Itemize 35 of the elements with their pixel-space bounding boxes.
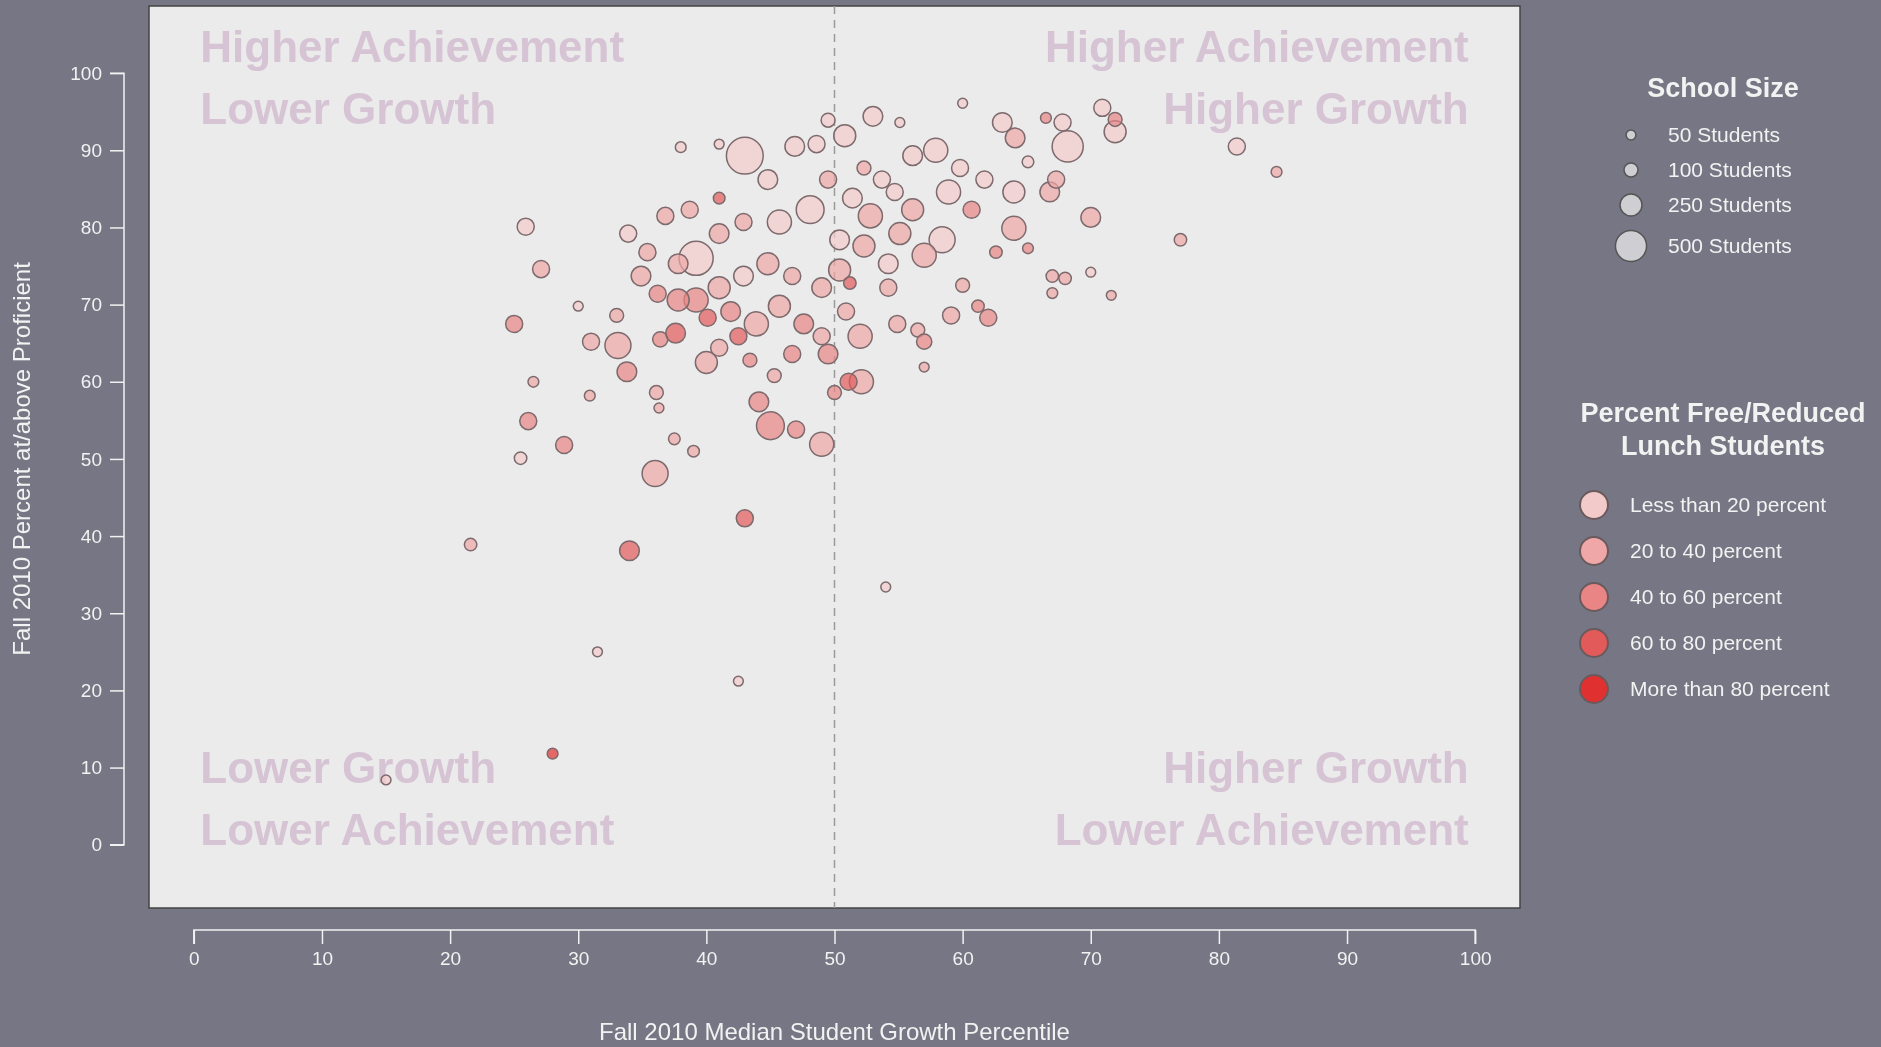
legend-label: 40 to 60 percent [1630,585,1782,608]
x-axis-title: Fall 2010 Median Student Growth Percentile [599,1018,1070,1045]
x-tick-label: 20 [440,948,462,970]
x-tick-label: 0 [189,948,200,970]
legend-label: 50 Students [1668,123,1781,146]
legend-label: 100 Students [1668,158,1792,181]
y-tick-label: 50 [80,448,102,470]
legend-label: 500 Students [1668,234,1792,257]
x-tick-label: 90 [1336,948,1359,970]
x-tick-label: 30 [568,948,590,970]
legend-label: 20 to 40 percent [1630,539,1782,562]
x-tick-label: 60 [952,948,974,970]
y-tick-label: 10 [80,757,102,779]
legend-label: 250 Students [1668,193,1792,216]
y-tick-label: 0 [91,834,102,856]
y-tick-label: 90 [80,139,102,161]
y-tick-label: 80 [80,217,102,239]
legend-title: Percent Free/Reduced Lunch Students [1580,398,1866,461]
text: School Size [1647,73,1799,103]
y-tick-label: 60 [80,371,102,393]
legend-label: 60 to 80 percent [1630,631,1782,654]
y-tick-label: 20 [80,679,102,701]
x-tick-label: 50 [824,948,846,970]
y-axis-title: Fall 2010 Percent at/above Proficient [8,261,35,656]
x-tick-label: 100 [1459,948,1492,970]
x-tick-label: 80 [1208,948,1230,970]
x-tick-label: 10 [311,948,334,970]
y-tick-label: 40 [80,525,102,547]
legend-label: More than 80 percent [1630,677,1830,700]
legend-label: Less than 20 percent [1630,493,1827,516]
y-tick-label: 30 [80,602,102,624]
x-tick-label: 40 [696,948,718,970]
x-tick-label: 70 [1080,948,1102,970]
y-tick-label: 70 [80,294,102,316]
y-tick-label: 100 [70,62,102,84]
